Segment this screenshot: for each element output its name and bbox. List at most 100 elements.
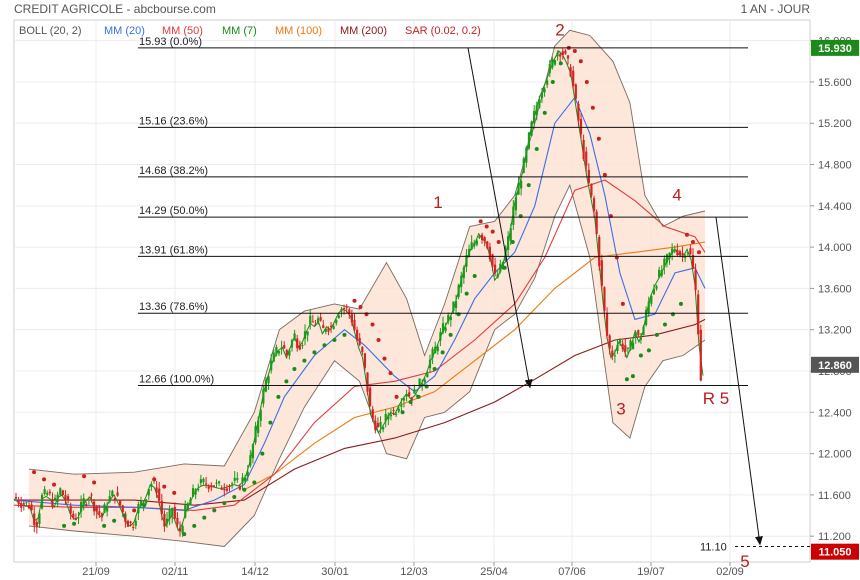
chart-period: 1 AN - JOUR [741,2,811,16]
candle-body [288,350,291,356]
candle-body [158,488,161,501]
candle-body [69,505,72,514]
candle-body [280,347,283,349]
sar-dot [630,374,635,379]
candle-body [410,397,413,401]
candlestick-layer [14,48,702,537]
sar-dot [596,136,601,141]
candle-body [350,314,353,323]
sar-dot [82,474,87,479]
candle-body [228,485,231,487]
sar-dot [352,298,357,303]
sar-dot [550,79,555,84]
candle-body [421,383,424,387]
candle-body [689,248,692,254]
sar-dot [122,513,127,518]
candle-body [608,335,611,349]
candle-body [296,338,299,349]
fibonacci-level-label: 13.36 (78.6%) [139,301,208,313]
candle-body [452,301,455,311]
sar-dot [252,480,257,485]
candle-body [473,242,476,247]
sar-dot [526,183,531,188]
legend-item: MM (200) [340,25,387,37]
candle-body [509,228,512,241]
candle-body [348,309,351,314]
candle-body [74,518,77,520]
candle-body [46,492,49,495]
wave-label: R 5 [703,389,729,408]
candle-body [645,309,648,325]
candle-body [163,514,166,527]
candle-body [514,197,518,211]
candle-body [225,488,229,491]
candle-body [684,256,687,259]
sar-dot [112,518,117,523]
x-tick-label: 12/03 [400,566,428,578]
candle-body [126,520,130,527]
sar-dot [276,394,281,399]
candle-body [33,513,36,526]
candle-body [116,492,119,496]
wave-label: 2 [555,20,564,39]
candle-body [173,506,176,519]
y-tick-label: 11.200 [818,531,851,543]
candle-body [592,198,596,212]
y-tick-label: 14.400 [818,201,852,213]
sar-dot [382,356,387,361]
candle-body [449,316,452,321]
sar-dot [132,508,137,513]
bollinger-lower-line [28,183,706,547]
sar-dot [472,274,477,279]
candle-body [441,323,445,333]
ma20-line [13,96,706,511]
wave-label: 3 [616,399,625,418]
candle-body [379,422,382,427]
candle-body [413,389,416,394]
candle-body [650,295,653,304]
candle-body [129,521,132,523]
candle-body [53,497,57,500]
fibonacci-level-label: 15.16 (23.6%) [139,115,208,127]
candle-body [79,501,83,512]
candle-body [90,494,93,496]
candle-body [462,267,465,278]
x-tick-label: 25/04 [480,566,508,578]
sar-dot [162,484,167,489]
candle-body [436,346,439,352]
candle-body [272,352,275,362]
candle-body [186,503,189,511]
candle-body [61,490,64,496]
candle-body [642,326,645,335]
candle-body [207,485,210,489]
sar-dot [212,508,217,513]
candle-body [395,414,398,416]
candle-body [27,505,31,509]
candle-body [572,70,575,87]
candle-body [111,490,114,497]
sar-dot [388,371,393,376]
candle-body [51,499,54,508]
sar-dot [52,482,57,487]
candle-body [582,139,585,160]
candle-body [14,497,18,499]
candle-body [491,254,494,267]
candle-body [616,344,619,351]
candle-body [673,249,676,252]
legend-item: MM (50) [162,25,203,37]
x-tick-label: 21/09 [82,566,110,578]
candle-body [87,499,91,501]
candle-body [668,252,671,259]
candle-body [249,455,252,466]
candle-body [382,426,385,430]
candle-body [35,522,38,527]
candle-body [486,241,489,249]
candle-body [25,502,28,504]
sar-dot [260,451,265,456]
candle-body [496,274,499,278]
candle-body [233,477,236,481]
candle-body [303,331,307,339]
candle-body [480,234,484,241]
candle-body [444,327,447,331]
x-tick-label: 02/11 [162,566,189,578]
